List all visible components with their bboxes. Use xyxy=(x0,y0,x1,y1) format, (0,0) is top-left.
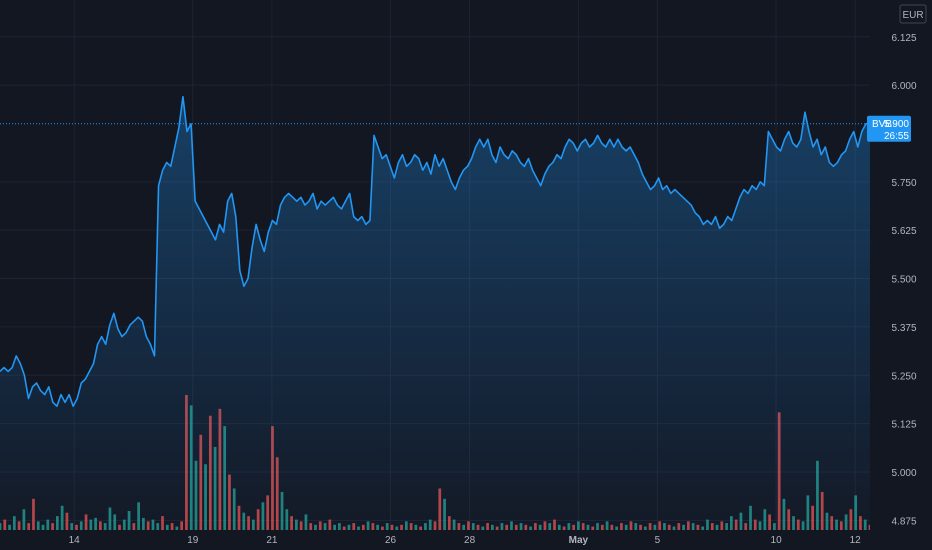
x-tick-label: May xyxy=(569,535,589,546)
y-tick-label: 6.125 xyxy=(891,33,916,44)
y-tick-label: 5.625 xyxy=(891,226,916,237)
currency-label: EUR xyxy=(902,10,923,21)
x-tick-label: 14 xyxy=(69,535,81,546)
bar-countdown: 26:55 xyxy=(884,131,909,142)
x-tick-label: 28 xyxy=(464,535,476,546)
x-tick-label: 26 xyxy=(385,535,397,546)
x-tick-label: 12 xyxy=(850,535,862,546)
last-price-symbol: BVB xyxy=(872,119,892,130)
time-axis[interactable]: 14 19 21 26 28 May 5 10 12 xyxy=(69,535,862,546)
price-axis[interactable]: 4.875 5.000 5.125 5.250 5.375 5.500 5.625 5.750… xyxy=(891,33,916,528)
price-axis-panel xyxy=(870,0,932,550)
y-tick-label: 6.000 xyxy=(891,81,916,92)
y-tick-label: 4.875 xyxy=(891,516,916,527)
last-price-badge: BVB - 5.900 26:55 xyxy=(867,115,911,142)
y-tick-label: 5.500 xyxy=(891,275,916,286)
currency-badge[interactable]: EUR xyxy=(899,4,927,24)
x-tick-label: 5 xyxy=(655,535,661,546)
x-tick-label: 21 xyxy=(266,535,278,546)
y-tick-label: 5.125 xyxy=(891,420,916,431)
price-area-fill xyxy=(0,96,870,530)
x-tick-label: 19 xyxy=(187,535,199,546)
last-price-value: 5.900 xyxy=(884,119,909,130)
x-tick-label: 10 xyxy=(771,535,783,546)
currency-badge-box xyxy=(899,4,927,24)
last-price-badge-box xyxy=(867,115,911,142)
price-line[interactable] xyxy=(0,95,870,407)
y-tick-label: 5.000 xyxy=(891,468,916,479)
y-tick-label: 5.250 xyxy=(891,371,916,382)
y-tick-label: 5.750 xyxy=(891,178,916,189)
y-tick-label: 5.375 xyxy=(891,323,916,334)
last-price-separator: - xyxy=(893,119,896,130)
